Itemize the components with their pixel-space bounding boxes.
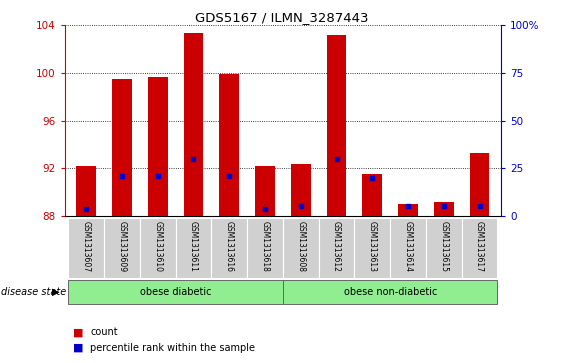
Text: obese diabetic: obese diabetic	[140, 287, 211, 297]
Bar	[68, 218, 104, 278]
Bar	[68, 280, 283, 303]
Point	[153, 173, 162, 179]
Text: GSM1313617: GSM1313617	[475, 221, 484, 272]
Bar	[176, 218, 211, 278]
Bar	[434, 202, 454, 216]
Text: ■: ■	[73, 343, 84, 353]
Text: obese non-diabetic: obese non-diabetic	[343, 287, 437, 297]
Text: GDS5167 / ILMN_3287443: GDS5167 / ILMN_3287443	[195, 11, 368, 24]
Point	[368, 175, 377, 181]
Point	[404, 204, 413, 209]
Bar	[211, 218, 247, 278]
Bar	[283, 218, 319, 278]
Point	[439, 204, 448, 209]
Text: GSM1313610: GSM1313610	[153, 221, 162, 272]
Text: GSM1313618: GSM1313618	[261, 221, 270, 272]
Bar	[398, 204, 418, 216]
Bar	[363, 174, 382, 216]
Point	[118, 173, 127, 179]
Text: GSM1313611: GSM1313611	[189, 221, 198, 272]
Text: count: count	[90, 327, 118, 337]
Point	[82, 207, 91, 212]
Text: GSM1313614: GSM1313614	[404, 221, 413, 272]
Bar	[470, 153, 489, 216]
Text: GSM1313608: GSM1313608	[296, 221, 305, 272]
Point	[296, 204, 305, 209]
Bar	[462, 218, 498, 278]
Text: disease state: disease state	[1, 287, 66, 297]
Bar	[184, 33, 203, 216]
Bar	[255, 166, 275, 216]
Text: GSM1313615: GSM1313615	[439, 221, 448, 272]
Text: GSM1313607: GSM1313607	[82, 221, 91, 272]
Text: GSM1313609: GSM1313609	[118, 221, 127, 272]
Point	[475, 204, 484, 209]
Text: GSM1313612: GSM1313612	[332, 221, 341, 272]
Bar	[283, 280, 498, 303]
Bar	[319, 218, 355, 278]
Bar	[355, 218, 390, 278]
Bar	[148, 77, 168, 216]
Point	[332, 156, 341, 162]
Bar	[327, 35, 346, 216]
Point	[225, 173, 234, 179]
Text: GSM1313613: GSM1313613	[368, 221, 377, 272]
Text: percentile rank within the sample: percentile rank within the sample	[90, 343, 255, 353]
Bar	[220, 74, 239, 216]
Text: GSM1313616: GSM1313616	[225, 221, 234, 272]
Bar	[247, 218, 283, 278]
Text: ▶: ▶	[52, 287, 60, 297]
Bar	[112, 79, 132, 216]
Point	[189, 156, 198, 162]
Bar	[291, 164, 311, 216]
Bar	[77, 166, 96, 216]
Bar	[140, 218, 176, 278]
Bar	[104, 218, 140, 278]
Text: ■: ■	[73, 327, 84, 337]
Bar	[390, 218, 426, 278]
Bar	[426, 218, 462, 278]
Point	[261, 207, 270, 212]
